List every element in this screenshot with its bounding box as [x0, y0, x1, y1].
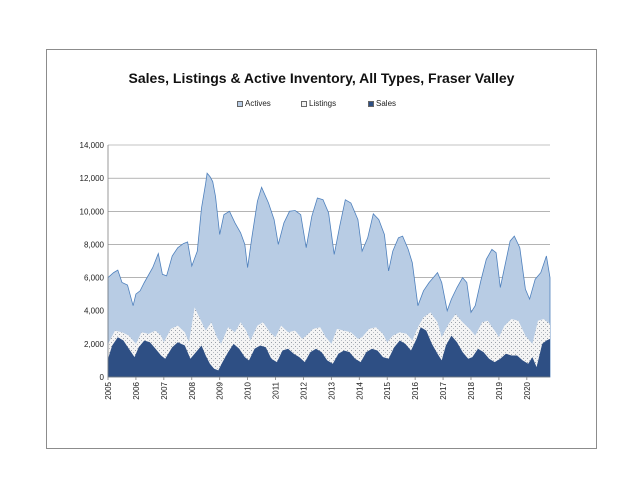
legend-entry-sales: Sales — [368, 99, 396, 108]
y-tick-label: 12,000 — [80, 174, 105, 183]
plot-area: 0 2,000 4,000 6,000 8,000 10,000 12,000 14,000 2… — [80, 141, 551, 400]
x-tick-label: 2020 — [523, 381, 532, 399]
y-tick-label: 10,000 — [80, 207, 105, 216]
x-tick-label: 2012 — [300, 381, 309, 399]
x-tick-label: 2011 — [272, 381, 281, 399]
x-tick-label: 2018 — [467, 381, 476, 399]
x-tick-label: 2017 — [439, 381, 448, 399]
x-tick-label: 2015 — [383, 381, 392, 399]
x-tick-label: 2008 — [188, 381, 197, 399]
x-tick-label: 2009 — [216, 381, 225, 399]
legend-entry-actives: Actives — [237, 99, 271, 108]
legend-label-sales: Sales — [376, 99, 397, 108]
legend-swatch-listings — [301, 100, 307, 107]
y-tick-label: 2,000 — [84, 340, 105, 349]
legend: Actives Listings Sales — [47, 99, 596, 111]
y-tick-label: 0 — [100, 373, 105, 382]
legend-label-listings: Listings — [309, 99, 337, 108]
legend-entry-listings: Listings — [301, 99, 336, 108]
legend-label-actives: Actives — [245, 99, 271, 108]
x-tick-label: 2016 — [411, 381, 420, 399]
legend-swatch-sales — [368, 100, 374, 107]
chart-frame: Sales, Listings & Active Inventory, All … — [46, 49, 597, 449]
x-tick-label: 2010 — [244, 381, 253, 399]
x-tick-label: 2013 — [327, 381, 336, 399]
y-tick-label: 14,000 — [80, 141, 105, 150]
x-tick-label: 2014 — [355, 381, 364, 399]
x-tick-label: 2019 — [495, 381, 504, 399]
area-sales — [108, 327, 550, 377]
x-tick-label: 2007 — [160, 381, 169, 399]
x-tick-label: 2006 — [132, 381, 141, 399]
chart-title: Sales, Listings & Active Inventory, All … — [128, 70, 515, 86]
x-tick-label: 2005 — [104, 381, 113, 399]
y-tick-label: 8,000 — [84, 240, 105, 249]
area-actives — [107, 172, 551, 378]
legend-swatch-actives — [237, 100, 243, 107]
y-tick-label: 6,000 — [84, 274, 105, 283]
y-tick-label: 4,000 — [84, 307, 105, 316]
